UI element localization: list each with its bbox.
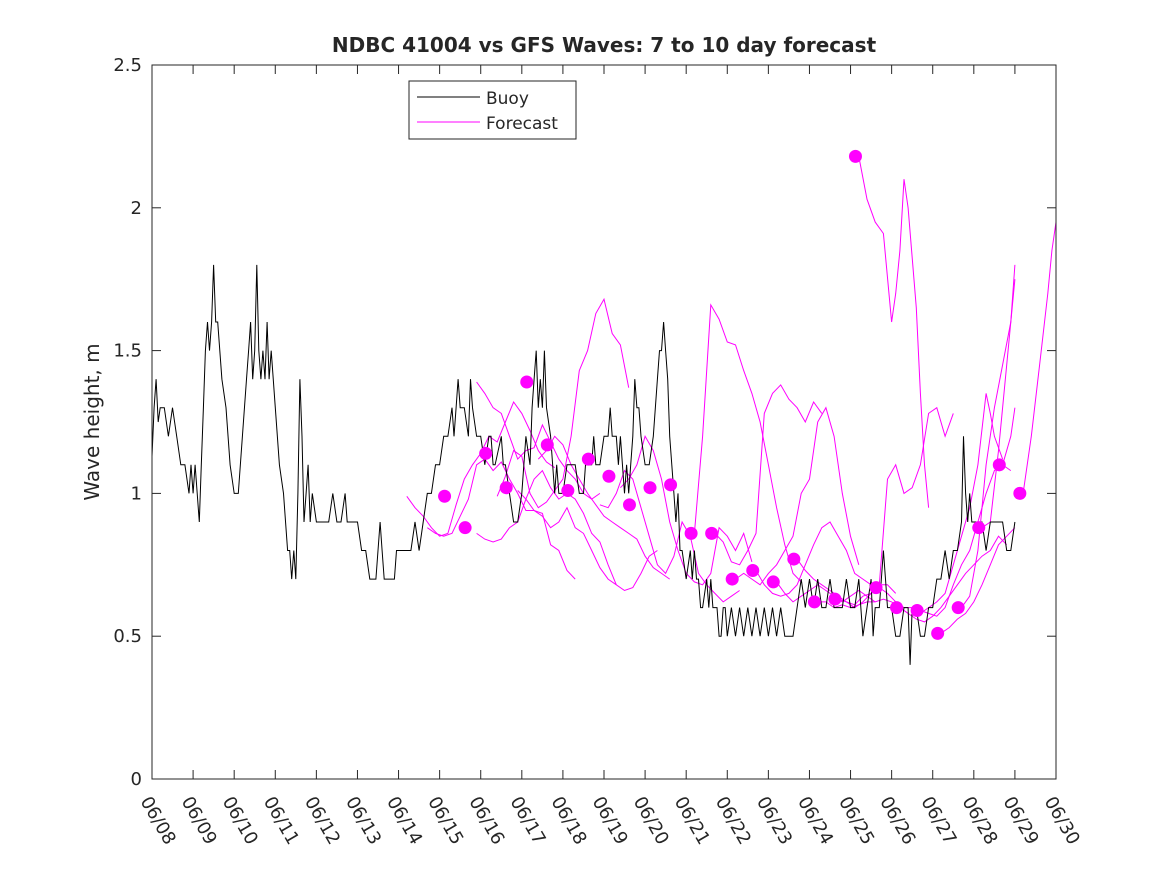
buoy-line — [151, 264, 1016, 665]
forecast-marker — [643, 481, 657, 495]
forecast-marker — [581, 452, 595, 466]
forecast-marker — [540, 438, 554, 452]
forecast-line — [1022, 222, 1057, 494]
y-tick-label: 0.5 — [113, 626, 142, 647]
forecast-marker — [520, 375, 534, 389]
forecast-marker — [602, 469, 616, 483]
forecast-marker — [931, 626, 945, 640]
forecast-marker — [951, 601, 965, 615]
forecast-marker — [807, 595, 821, 609]
forecast-line — [981, 264, 1016, 529]
forecast-markers — [438, 149, 1027, 640]
legend-label-forecast: Forecast — [486, 114, 558, 134]
legend-label-buoy: Buoy — [486, 89, 529, 109]
forecast-marker — [705, 526, 719, 540]
forecast-marker — [664, 478, 678, 492]
forecast-marker — [479, 446, 493, 460]
y-tick-label: 2.5 — [113, 55, 142, 76]
forecast-line — [1002, 407, 1016, 465]
forecast-line — [476, 469, 617, 585]
forecast-marker — [725, 572, 739, 586]
forecast-marker — [1013, 486, 1027, 500]
forecast-line — [776, 581, 876, 603]
forecast-marker — [828, 592, 842, 606]
forecast-line — [517, 490, 658, 592]
forecast-marker — [561, 484, 575, 498]
forecast-marker — [438, 489, 452, 503]
legend: Buoy Forecast — [408, 80, 577, 140]
forecast-marker — [499, 481, 513, 495]
y-tick-label: 1 — [131, 483, 142, 504]
y-axis: 0 0.5 1 1.5 2 2.5 — [113, 55, 1056, 790]
forecast-line — [858, 156, 930, 508]
forecast-line — [940, 527, 1016, 634]
forecast-marker — [766, 575, 780, 589]
forecast-marker — [910, 603, 924, 617]
forecast-line — [838, 406, 954, 606]
forecast-line — [496, 297, 630, 509]
forecast-marker — [890, 601, 904, 615]
forecast-marker — [746, 564, 760, 578]
forecast-line — [476, 381, 601, 500]
forecast-marker — [458, 521, 472, 535]
forecast-marker — [972, 521, 986, 535]
forecast-line — [714, 384, 823, 566]
forecast-line — [755, 521, 872, 597]
y-axis-label: Wave height, m — [80, 343, 104, 500]
plot-area — [152, 65, 1056, 779]
forecast-line — [427, 458, 576, 580]
forecast-marker — [992, 458, 1006, 472]
y-tick-label: 2 — [131, 198, 142, 219]
forecast-marker — [848, 149, 862, 163]
forecast-line — [693, 303, 802, 583]
forecast-line — [537, 435, 670, 580]
chart-title: NDBC 41004 vs GFS Waves: 7 to 10 day for… — [332, 33, 877, 57]
forecast-marker — [787, 552, 801, 566]
y-tick-label: 1.5 — [113, 341, 142, 362]
buoy-series — [151, 264, 1016, 665]
forecast-marker — [869, 581, 883, 595]
forecast-line — [735, 406, 860, 586]
forecast-line — [961, 279, 1016, 608]
legend-box — [408, 80, 577, 140]
forecast-marker — [684, 526, 698, 540]
forecast-marker — [622, 498, 636, 512]
y-tick-label: 0 — [131, 769, 142, 790]
